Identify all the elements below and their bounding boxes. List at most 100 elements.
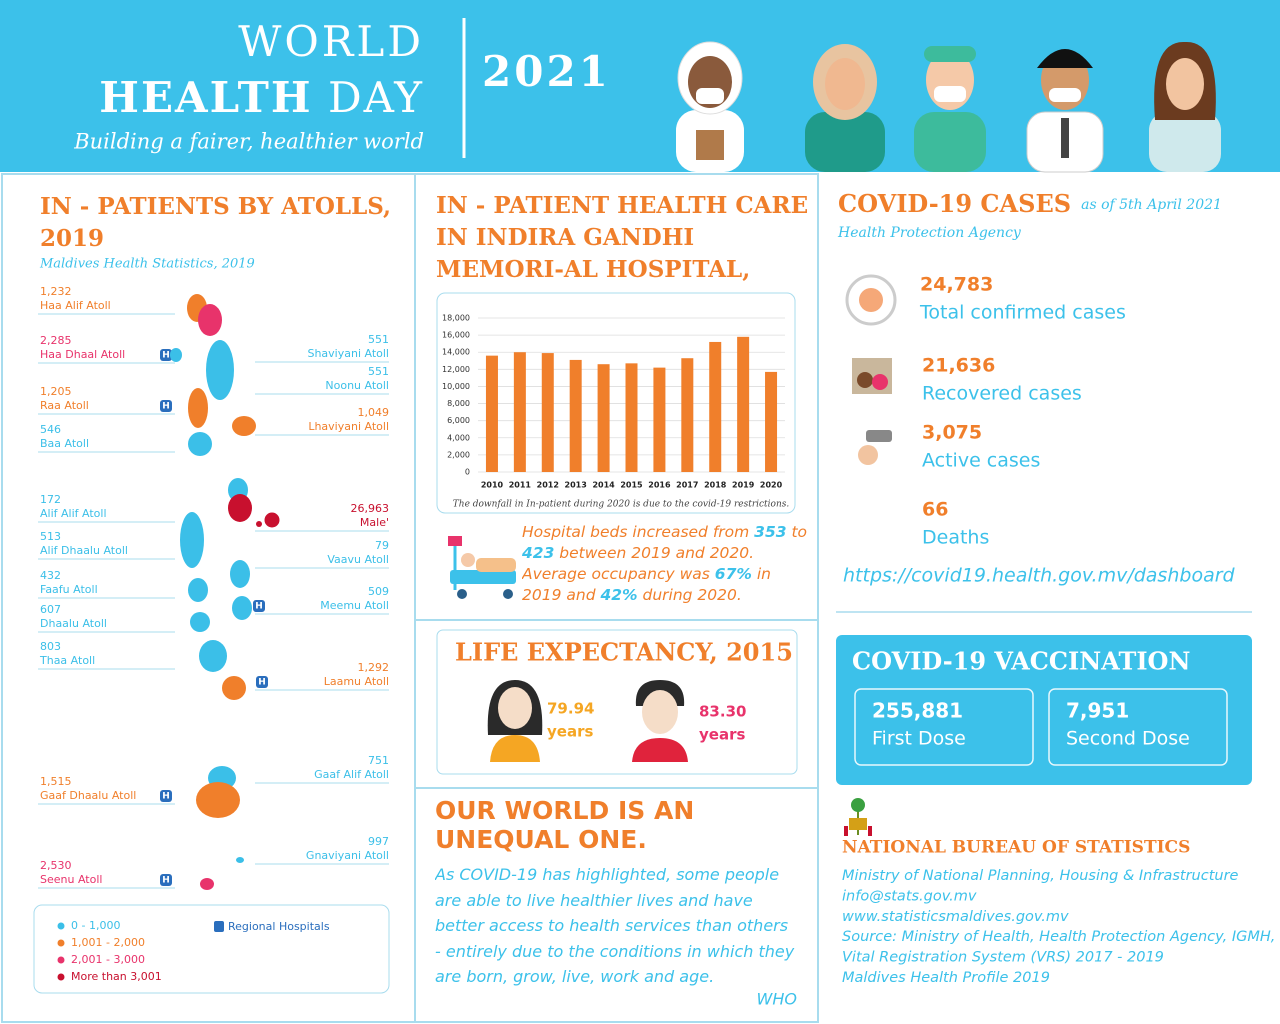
atoll-shape xyxy=(236,857,244,863)
title-part: 2019 xyxy=(40,225,104,252)
atoll-name: Alif Alif Atoll xyxy=(40,507,107,520)
chart-note: The downfall in In-patient during 2020 i… xyxy=(453,500,790,510)
covid-icons xyxy=(845,274,897,465)
atoll-name: Laamu Atoll xyxy=(324,675,389,688)
unequal-body-box: As COVID-19 has highlighted, some people… xyxy=(435,865,794,986)
y-tick-label: 2,000 xyxy=(447,450,470,459)
header-title: HEALTH DAY xyxy=(99,73,424,122)
atoll-shape xyxy=(188,388,208,428)
header-year: 2021 xyxy=(482,47,611,96)
atoll-shape xyxy=(170,348,182,362)
beds-text-part: to xyxy=(786,523,808,541)
nbs-line: Maldives Health Profile 2019 xyxy=(842,970,1050,986)
stat-label: Total confirmed cases xyxy=(919,302,1126,324)
x-tick-label: 2018 xyxy=(704,481,727,490)
covid-title: COVID-19 CASES as of 5th April 2021 xyxy=(838,189,1222,218)
beds-text-part: during 2020. xyxy=(637,586,742,604)
x-tick-label: 2011 xyxy=(509,481,532,490)
title-part: IN - PATIENTS BY ATOLLS, xyxy=(40,193,391,220)
atoll-name: Male' xyxy=(360,516,389,529)
bar xyxy=(653,367,666,472)
atoll-count: 551 xyxy=(368,333,389,346)
nbs-line: Ministry of National Planning, Housing &… xyxy=(842,868,1239,884)
atoll-shape xyxy=(180,512,204,568)
dose-label: First Dose xyxy=(872,728,966,750)
atoll-count: 509 xyxy=(368,585,389,598)
hospital-h: H xyxy=(258,678,266,688)
life-value: 83.30 xyxy=(699,703,746,721)
beds-text: Hospital beds increased from 353 to 423 … xyxy=(522,522,812,606)
stat-value: 21,636 xyxy=(922,355,995,377)
atoll-shape xyxy=(222,676,246,700)
y-tick-label: 14,000 xyxy=(442,348,470,357)
atoll-shape xyxy=(230,560,250,588)
life-box xyxy=(436,629,798,775)
life-value: 79.94 xyxy=(547,700,594,718)
atoll-shape xyxy=(196,782,240,818)
hospital-icon xyxy=(160,790,172,802)
atoll-name: Haa Alif Atoll xyxy=(40,299,111,312)
beds-box: Hospital beds increased from 353 to 423 … xyxy=(522,522,812,606)
bed-icon xyxy=(448,536,516,599)
capital-dot xyxy=(256,521,262,527)
nbs-line: Source: Ministry of Health, Health Prote… xyxy=(842,929,1275,945)
covid-date: as of 5th April 2021 xyxy=(1081,197,1222,213)
atoll-count: 751 xyxy=(368,754,389,767)
atoll-count: 172 xyxy=(40,493,61,506)
unequal-title-box: OUR WORLD IS AN UNEQUAL ONE. xyxy=(435,796,694,854)
atoll-shape xyxy=(232,596,252,620)
stat-value: 66 xyxy=(922,499,948,521)
atoll-name: Seenu Atoll xyxy=(40,873,102,886)
atoll-count: 546 xyxy=(40,423,61,436)
y-tick-label: 0 xyxy=(465,468,470,477)
hospital-icon xyxy=(253,600,265,612)
nbs-logo xyxy=(844,798,872,836)
beds-text-part: in 2019 and xyxy=(522,565,771,604)
nbs-title: NATIONAL BUREAU OF STATISTICS xyxy=(842,838,1190,858)
hospital-icon xyxy=(256,676,268,688)
capital-star xyxy=(263,511,281,529)
bar xyxy=(681,358,694,472)
legend-label: 1,001 - 2,000 xyxy=(71,936,145,949)
unequal-source: WHO xyxy=(757,990,797,1009)
bar xyxy=(709,341,722,472)
x-tick-label: 2014 xyxy=(592,481,615,490)
covid-stats: 24,783 Total confirmed cases 21,636 Recover… xyxy=(919,274,1126,549)
covid-url: https://covid19.health.gov.mv/dashboard xyxy=(843,565,1236,587)
atoll-count: 513 xyxy=(40,530,61,543)
atoll-count: 432 xyxy=(40,569,61,582)
legend-dot xyxy=(57,973,65,981)
atoll-name: Haa Dhaal Atoll xyxy=(40,348,125,361)
covid-title-text: COVID-19 CASES xyxy=(838,189,1071,218)
y-tick-label: 8,000 xyxy=(447,399,470,408)
chart-title-box: IN - PATIENT HEALTH CARE IN INDIRA GANDH… xyxy=(436,192,809,290)
atoll-count: 1,515 xyxy=(40,775,72,788)
atoll-name: Lhaviyani Atoll xyxy=(308,420,389,433)
atoll-shape xyxy=(199,640,227,672)
hospital-h: H xyxy=(162,876,170,886)
atoll-count: 79 xyxy=(375,539,389,552)
stat-value: 24,783 xyxy=(920,274,993,296)
chart-box xyxy=(436,292,796,514)
doses: 255,881 First Dose 7,951 Second Dose xyxy=(854,688,1228,766)
atoll-name: Noonu Atoll xyxy=(325,379,389,392)
panel-source: Maldives Health Statistics, 2019 xyxy=(39,257,255,272)
doctors xyxy=(676,41,1221,173)
bar xyxy=(569,359,582,472)
atoll-name: Thaa Atoll xyxy=(39,654,95,667)
panel-title: IN - PATIENTS BY ATOLLS, 2019 xyxy=(40,193,391,252)
female-icon xyxy=(487,680,543,762)
chart-title: IN - PATIENT HEALTH CARE IN INDIRA GANDH… xyxy=(436,192,809,290)
life-unit: years xyxy=(699,726,745,744)
atoll-count: 607 xyxy=(40,603,61,616)
atoll-name: Raa Atoll xyxy=(40,399,89,412)
x-tick-label: 2012 xyxy=(537,481,559,490)
beds-number: 423 xyxy=(522,544,555,562)
y-tick-label: 4,000 xyxy=(447,433,470,442)
stat-value: 3,075 xyxy=(922,422,982,444)
x-tick-label: 2020 xyxy=(760,481,783,490)
atoll-name: Gaaf Alif Atoll xyxy=(314,768,389,781)
hospital-h: H xyxy=(162,792,170,802)
legend-label: Regional Hospitals xyxy=(228,920,330,933)
